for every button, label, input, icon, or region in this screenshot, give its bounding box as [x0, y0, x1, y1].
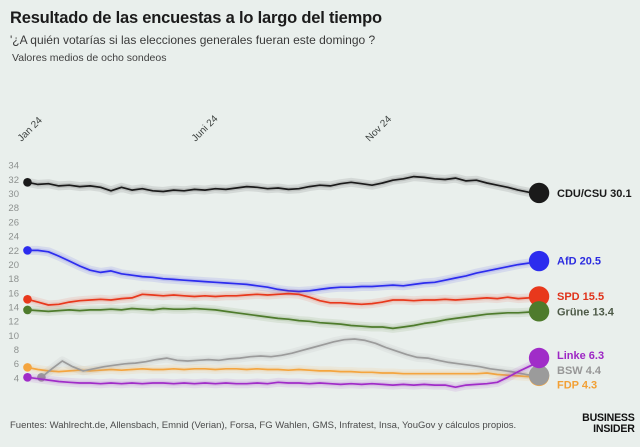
series-line-spd: [27, 292, 540, 306]
series-start-dot-gruene: [23, 305, 32, 315]
y-tick-label: 10: [8, 331, 19, 342]
y-tick-label: 24: [8, 232, 19, 243]
chart-note: Valores medios de ocho sondeos: [12, 52, 167, 64]
series-end-dot-linke: [528, 347, 550, 369]
series-end-dot-gruene: [528, 301, 550, 322]
y-tick-label: 18: [8, 274, 19, 285]
legend-label-linke: Linke 6.3: [557, 350, 604, 362]
chart-header: Resultado de las encuestas a lo largo de…: [10, 8, 630, 64]
legend-label-bsw: BSW 4.4: [557, 365, 602, 377]
series-start-dot-fdp: [23, 363, 32, 372]
logo-line-1: BUSINESS: [582, 412, 636, 424]
series-start-dot-afd: [23, 246, 32, 255]
y-tick-label: 34: [8, 161, 19, 172]
series-end-dot-afd: [528, 250, 550, 272]
y-tick-label: 28: [8, 203, 19, 214]
series-line-fdp: [27, 366, 540, 378]
legend-label-spd: SPD 15.5: [557, 291, 604, 303]
y-tick-label: 30: [8, 189, 19, 200]
y-tick-label: 8: [14, 345, 19, 356]
legend-label-afd: AfD 20.5: [557, 255, 601, 267]
series-end-dot-bsw: [528, 364, 550, 386]
y-tick-label: 12: [8, 317, 19, 328]
series-start-dot-spd: [23, 295, 32, 304]
y-tick-label: 26: [8, 217, 19, 228]
series-line-afd: [27, 249, 540, 293]
legend-label-gruene: Grüne 13.4: [557, 306, 615, 318]
x-tick-label: Nov 24: [364, 114, 394, 144]
logo-line-2: INSIDER: [593, 423, 636, 435]
series-start-dot-linke: [23, 372, 32, 382]
chart-subtitle: '¿A quién votarías si las elecciones gen…: [10, 33, 376, 47]
legend-label-cdu: CDU/CSU 30.1: [557, 188, 632, 200]
series-line-bsw: [40, 338, 540, 378]
series-start-dot-cdu: [23, 178, 32, 187]
y-tick-label: 14: [8, 303, 19, 314]
series-line-gruene: [27, 307, 540, 330]
y-tick-label: 32: [8, 175, 19, 186]
y-tick-label: 4: [14, 373, 19, 384]
business-insider-logo: BUSINESS INSIDER: [582, 412, 636, 435]
series-halo-inner-afd: [25, 248, 542, 294]
sources-text: Fuentes: Wahlrecht.de, Allensbach, Emnid…: [10, 420, 517, 431]
x-tick-label: Juni 24: [190, 113, 221, 144]
x-tick-label: Jan 24: [16, 115, 45, 144]
legend-label-fdp: FDP 4.3: [557, 379, 597, 391]
y-tick-label: 16: [8, 288, 19, 299]
y-tick-label: 6: [14, 359, 19, 370]
series-line-cdu: [27, 175, 540, 194]
y-tick-label: 20: [8, 260, 19, 271]
series-end-dot-spd: [528, 286, 550, 307]
y-tick-label: 22: [8, 246, 19, 257]
chart-title: Resultado de las encuestas a lo largo de…: [10, 9, 382, 27]
series-end-dot-cdu: [528, 182, 550, 204]
series-line-linke: [27, 360, 540, 389]
